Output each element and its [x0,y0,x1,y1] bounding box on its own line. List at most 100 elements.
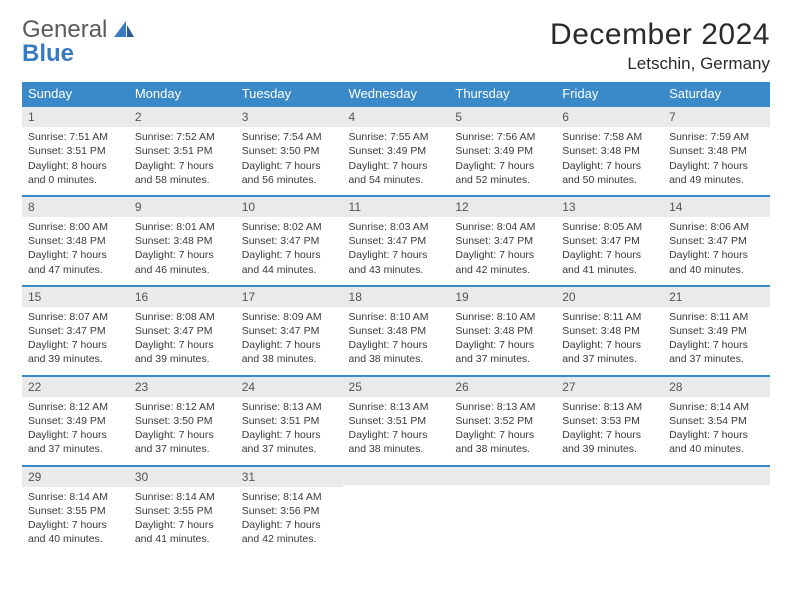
calendar-header-row: Sunday Monday Tuesday Wednesday Thursday… [22,82,770,105]
sunrise-line: Sunrise: 8:14 AM [242,490,337,504]
day-number: 13 [562,200,575,214]
sunset-line: Sunset: 3:48 PM [349,324,444,338]
sunset-line: Sunset: 3:48 PM [562,144,657,158]
day-number: 18 [349,290,362,304]
sunrise-line: Sunrise: 7:58 AM [562,130,657,144]
day-number-band: 4 [343,105,450,127]
sunrise-line: Sunrise: 8:14 AM [135,490,230,504]
daylight-line: Daylight: 7 hours [242,428,337,442]
daylight-line: Daylight: 7 hours [669,248,764,262]
daylight-line: Daylight: 7 hours [562,248,657,262]
day-details: Sunrise: 8:07 AMSunset: 3:47 PMDaylight:… [22,307,129,375]
daylight-line: Daylight: 8 hours [28,159,123,173]
sunrise-line: Sunrise: 7:55 AM [349,130,444,144]
sunset-line: Sunset: 3:49 PM [455,144,550,158]
daylight-line: and 42 minutes. [455,263,550,277]
day-details: Sunrise: 7:51 AMSunset: 3:51 PMDaylight:… [22,127,129,195]
sunrise-line: Sunrise: 8:05 AM [562,220,657,234]
daylight-line: and 47 minutes. [28,263,123,277]
daylight-line: Daylight: 7 hours [135,159,230,173]
day-details: Sunrise: 8:05 AMSunset: 3:47 PMDaylight:… [556,217,663,285]
daylight-line: and 54 minutes. [349,173,444,187]
daylight-line: and 37 minutes. [135,442,230,456]
day-number-band: 31 [236,465,343,487]
sunrise-line: Sunrise: 8:04 AM [455,220,550,234]
sunset-line: Sunset: 3:52 PM [455,414,550,428]
calendar-day-cell: 11Sunrise: 8:03 AMSunset: 3:47 PMDayligh… [343,195,450,285]
day-number-band: 7 [663,105,770,127]
day-number: 11 [349,200,361,214]
day-number-band: 16 [129,285,236,307]
daylight-line: Daylight: 7 hours [562,428,657,442]
daylight-line: and 38 minutes. [455,442,550,456]
day-number-band: 15 [22,285,129,307]
day-number: 15 [28,290,41,304]
sunrise-line: Sunrise: 7:51 AM [28,130,123,144]
sunset-line: Sunset: 3:47 PM [28,324,123,338]
daylight-line: Daylight: 7 hours [242,248,337,262]
day-number-band: 21 [663,285,770,307]
daylight-line: Daylight: 7 hours [242,159,337,173]
daylight-line: Daylight: 7 hours [669,338,764,352]
daylight-line: and 37 minutes. [455,352,550,366]
sunrise-line: Sunrise: 8:10 AM [455,310,550,324]
day-number: 29 [28,470,41,484]
calendar-day-cell: 4Sunrise: 7:55 AMSunset: 3:49 PMDaylight… [343,105,450,195]
day-details: Sunrise: 8:12 AMSunset: 3:49 PMDaylight:… [22,397,129,465]
calendar-week-row: 1Sunrise: 7:51 AMSunset: 3:51 PMDaylight… [22,105,770,195]
day-details: Sunrise: 7:54 AMSunset: 3:50 PMDaylight:… [236,127,343,195]
sunset-line: Sunset: 3:48 PM [28,234,123,248]
day-number: 28 [669,380,682,394]
day-details: Sunrise: 8:14 AMSunset: 3:54 PMDaylight:… [663,397,770,465]
logo-sail-icon [114,21,134,37]
sunrise-line: Sunrise: 8:09 AM [242,310,337,324]
daylight-line: and 41 minutes. [562,263,657,277]
daylight-line: Daylight: 7 hours [242,518,337,532]
day-number: 30 [135,470,148,484]
day-details: Sunrise: 8:13 AMSunset: 3:52 PMDaylight:… [449,397,556,465]
calendar-day-cell: 2Sunrise: 7:52 AMSunset: 3:51 PMDaylight… [129,105,236,195]
daylight-line: Daylight: 7 hours [135,428,230,442]
daylight-line: Daylight: 7 hours [349,338,444,352]
day-number: 22 [28,380,41,394]
calendar-day-cell: 26Sunrise: 8:13 AMSunset: 3:52 PMDayligh… [449,375,556,465]
day-number-band: 20 [556,285,663,307]
day-number: 25 [349,380,362,394]
daylight-line: Daylight: 7 hours [242,338,337,352]
day-number-band: 3 [236,105,343,127]
day-number-band: 10 [236,195,343,217]
day-details: Sunrise: 8:14 AMSunset: 3:55 PMDaylight:… [22,487,129,555]
logo-word-general: General [22,16,107,43]
day-number-band: 13 [556,195,663,217]
calendar-day-cell: 1Sunrise: 7:51 AMSunset: 3:51 PMDaylight… [22,105,129,195]
day-details: Sunrise: 7:56 AMSunset: 3:49 PMDaylight:… [449,127,556,195]
day-number-band: 22 [22,375,129,397]
daylight-line: Daylight: 7 hours [28,338,123,352]
calendar-week-row: 15Sunrise: 8:07 AMSunset: 3:47 PMDayligh… [22,285,770,375]
sunset-line: Sunset: 3:50 PM [135,414,230,428]
sunset-line: Sunset: 3:51 PM [28,144,123,158]
calendar-day-cell: 6Sunrise: 7:58 AMSunset: 3:48 PMDaylight… [556,105,663,195]
day-details: Sunrise: 8:02 AMSunset: 3:47 PMDaylight:… [236,217,343,285]
sunset-line: Sunset: 3:55 PM [28,504,123,518]
daylight-line: and 40 minutes. [669,263,764,277]
daylight-line: and 40 minutes. [28,532,123,546]
day-number-band: 25 [343,375,450,397]
sunset-line: Sunset: 3:48 PM [455,324,550,338]
calendar-week-row: 8Sunrise: 8:00 AMSunset: 3:48 PMDaylight… [22,195,770,285]
day-details: Sunrise: 8:13 AMSunset: 3:51 PMDaylight:… [236,397,343,465]
day-header: Wednesday [343,82,450,105]
daylight-line: Daylight: 7 hours [28,428,123,442]
sunrise-line: Sunrise: 8:07 AM [28,310,123,324]
sunset-line: Sunset: 3:47 PM [242,324,337,338]
daylight-line: Daylight: 7 hours [135,518,230,532]
calendar-day-cell: 25Sunrise: 8:13 AMSunset: 3:51 PMDayligh… [343,375,450,465]
day-number-band: 26 [449,375,556,397]
day-number: 9 [135,200,142,214]
daylight-line: Daylight: 7 hours [669,159,764,173]
day-header: Friday [556,82,663,105]
day-number-band [556,465,663,485]
day-number: 4 [349,110,356,124]
daylight-line: and 39 minutes. [135,352,230,366]
day-number-band [663,465,770,485]
